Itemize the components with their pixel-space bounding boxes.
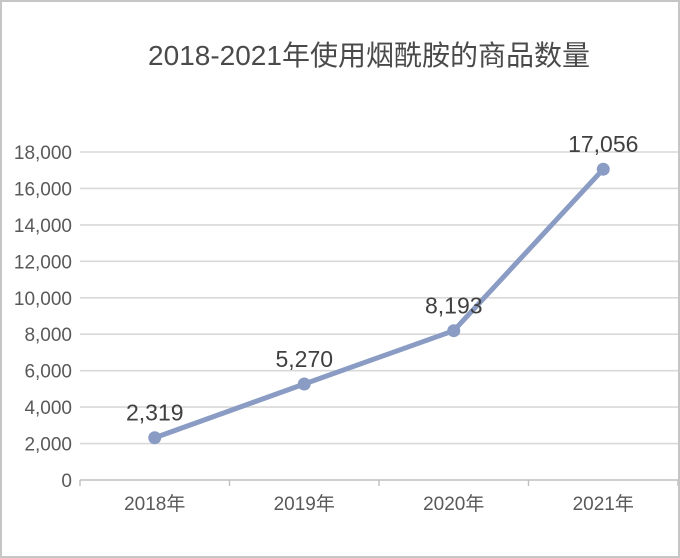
y-axis-tick-label: 12,000: [14, 252, 72, 273]
x-axis-category-label: 2019年: [274, 493, 335, 515]
data-point-marker: [148, 431, 162, 445]
chart-title: 2018-2021年使用烟酰胺的商品数量: [148, 40, 590, 71]
data-point-label: 5,270: [275, 346, 333, 372]
data-point-marker: [447, 324, 461, 338]
data-point-label: 2,319: [126, 400, 184, 426]
y-axis-tick-label: 8,000: [24, 325, 72, 346]
data-point-label: 8,193: [425, 293, 483, 319]
x-axis-category-label: 2018年: [124, 493, 185, 515]
data-point-marker: [297, 377, 311, 391]
y-axis-tick-label: 2,000: [24, 435, 72, 456]
y-axis-tick-label: 6,000: [24, 362, 72, 383]
y-axis-tick-label: 0: [61, 471, 72, 492]
data-point-label: 17,056: [568, 131, 638, 157]
y-axis-tick-label: 10,000: [14, 289, 72, 310]
y-axis-tick-label: 18,000: [14, 143, 72, 164]
y-axis-tick-label: 14,000: [14, 216, 72, 237]
y-axis-tick-label: 4,000: [24, 398, 72, 419]
x-axis-category-label: 2020年: [423, 493, 484, 515]
y-axis-tick-label: 16,000: [14, 179, 72, 200]
series-line: [152, 166, 606, 441]
data-point-marker: [596, 162, 610, 176]
x-axis-category-label: 2021年: [573, 493, 634, 515]
